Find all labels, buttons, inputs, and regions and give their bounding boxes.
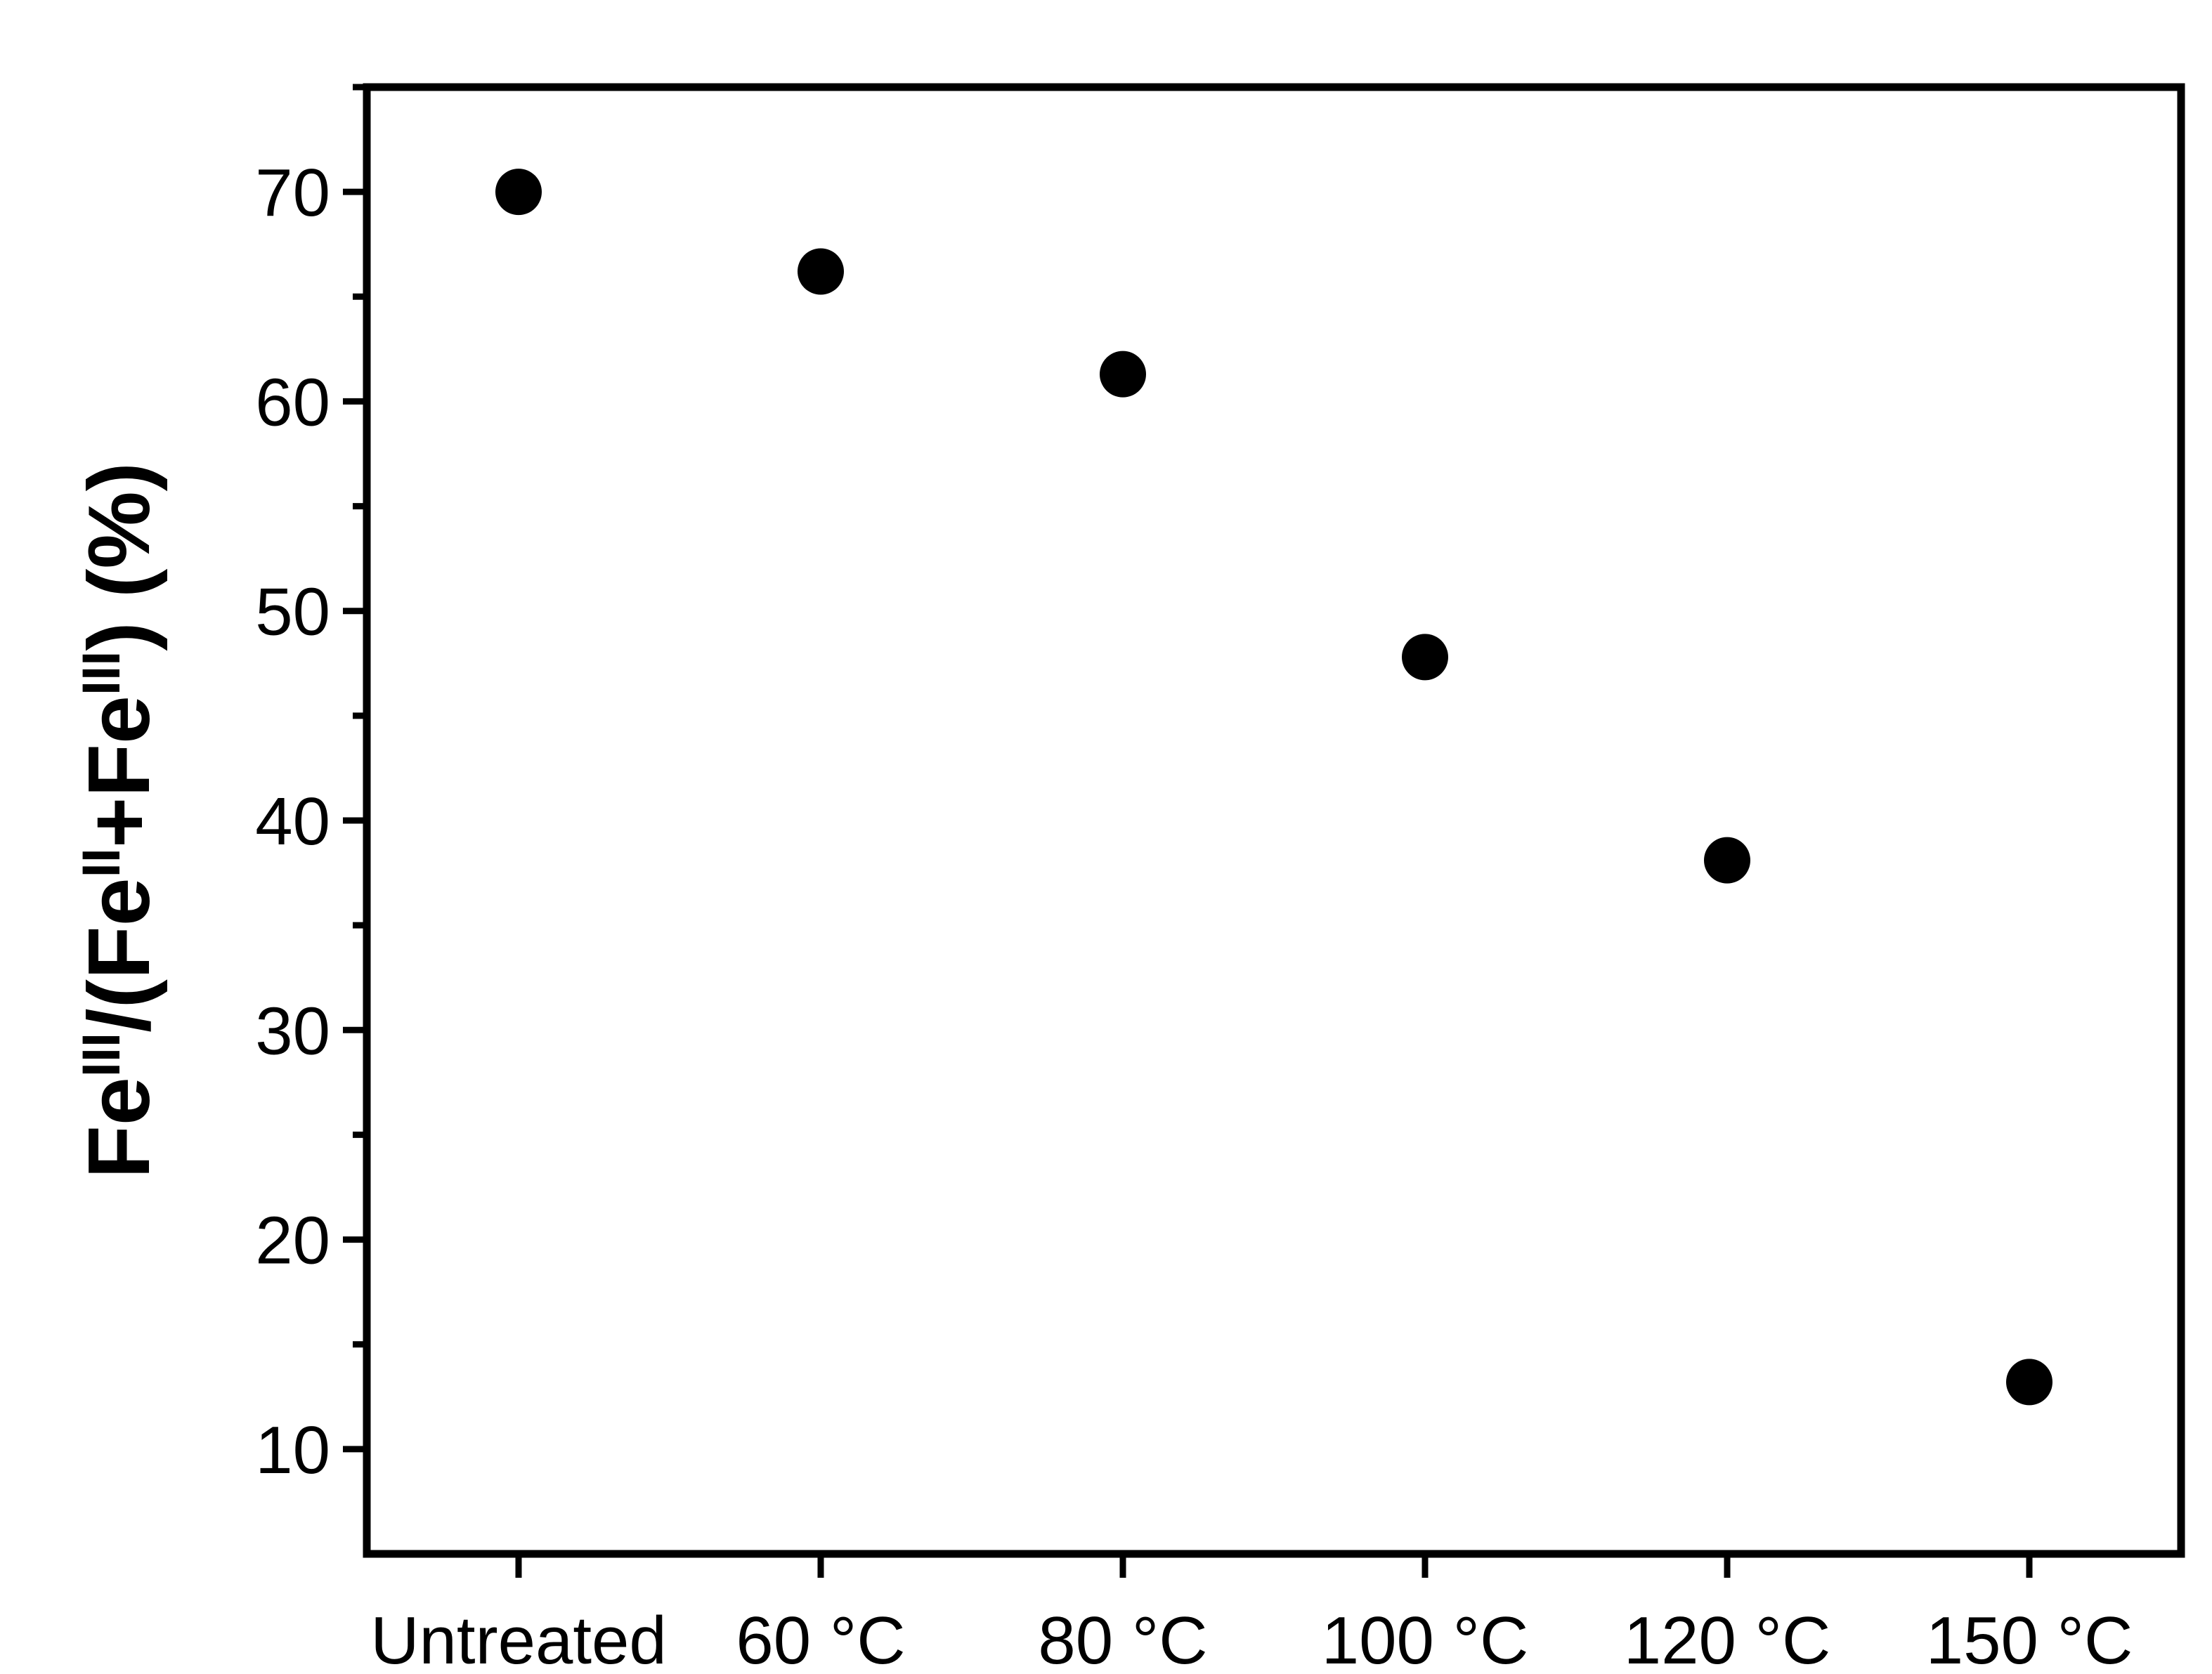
data-point <box>1704 837 1750 884</box>
data-point <box>1100 351 1146 398</box>
y-tick-label: 60 <box>255 365 330 440</box>
y-axis-ticks <box>343 84 367 1453</box>
x-tick-label: Untreated <box>370 1603 667 1674</box>
x-axis-tick-labels: Untreated 60 °C 80 °C 100 °C 120 °C 150 °C <box>370 1603 2133 1674</box>
y-axis-title: FeIII/(FeII+FeIII) (%) <box>71 462 168 1179</box>
data-points <box>495 169 2052 1406</box>
y-tick-label: 20 <box>255 1203 330 1279</box>
y-tick-label: 30 <box>255 993 330 1068</box>
y-tick-label: 40 <box>255 784 330 859</box>
y-tick-label: 50 <box>255 575 330 650</box>
x-tick-label: 120 °C <box>1624 1603 1831 1674</box>
data-point <box>2006 1359 2052 1406</box>
y-tick-label: 10 <box>255 1413 330 1488</box>
plot-frame <box>363 83 2185 1558</box>
y-tick-label: 70 <box>255 155 330 230</box>
data-point <box>798 248 844 295</box>
data-point <box>1402 634 1448 681</box>
x-tick-label: 100 °C <box>1322 1603 1529 1674</box>
x-tick-label: 150 °C <box>1926 1603 2133 1674</box>
x-axis-ticks <box>515 1554 2033 1578</box>
x-tick-label: 80 °C <box>1038 1603 1207 1674</box>
x-tick-label: 60 °C <box>736 1603 905 1674</box>
y-axis-tick-labels: 10 20 30 40 50 60 70 <box>255 155 330 1488</box>
data-point <box>495 169 542 216</box>
